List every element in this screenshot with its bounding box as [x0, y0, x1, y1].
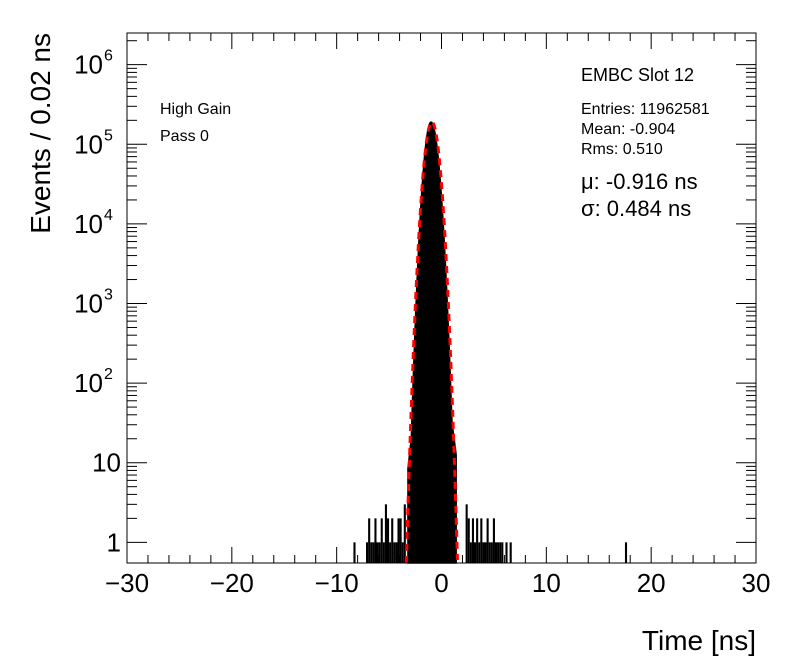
histogram-tail-bin: [376, 542, 379, 563]
x-tick-label: −30: [105, 568, 149, 598]
y-tick-label: 10: [74, 368, 103, 398]
histogram-tail-bin: [465, 504, 468, 563]
histogram-tail-bin: [497, 542, 500, 563]
x-tick-label: −10: [315, 568, 359, 598]
y-tick-label: 10: [74, 289, 103, 319]
histogram-tail-bin: [370, 542, 373, 563]
gaussian-fit-curve: [404, 120, 459, 563]
y-tick-label: 10: [74, 50, 103, 80]
histogram-tail-bin: [471, 518, 474, 563]
histogram-tail-bin: [382, 542, 385, 563]
histogram-tail-bin: [397, 518, 400, 563]
x-axis: −30 −20 −10 0 10 20 30: [105, 33, 771, 598]
histogram-tail-bin: [366, 542, 369, 563]
y-tick-exponent: 6: [104, 48, 113, 65]
histogram-tail-bin: [403, 504, 406, 563]
histogram-title: EMBC Slot 12: [581, 65, 694, 85]
histogram-tail-bin: [391, 518, 394, 563]
histogram-tail-bin: [480, 518, 483, 563]
entries-stat: Entries: 11962581: [581, 101, 710, 118]
histogram-tail-bin: [469, 542, 472, 563]
x-axis-label: Time [ns]: [642, 625, 756, 656]
histogram-tail-bin: [488, 542, 491, 563]
histogram-tail-bin: [372, 542, 375, 563]
histogram-tail-bin: [401, 542, 404, 563]
histogram-tail-bin: [478, 542, 481, 563]
histogram-tail-bin: [378, 542, 381, 563]
y-tick-exponent: 3: [104, 287, 113, 304]
histogram-tail-bin: [393, 542, 396, 563]
histogram-tail-bin: [384, 504, 387, 563]
histogram-tail-bin: [476, 518, 479, 563]
histogram-tail-bin: [395, 542, 398, 563]
gain-label: High Gain: [160, 101, 231, 118]
histogram-tail-bin: [501, 542, 504, 563]
x-tick-label: 20: [637, 568, 666, 598]
histogram-tail-bin: [509, 542, 512, 563]
y-tick-label: 10: [92, 448, 121, 478]
histogram-tail-bin: [494, 542, 498, 563]
histogram-tail-bin: [486, 518, 489, 563]
histogram-tail-bin: [386, 518, 390, 563]
x-tick-label: −20: [210, 568, 254, 598]
mean-stat: Mean: -0.904: [581, 121, 675, 138]
histogram-tail-bin: [389, 542, 392, 563]
y-axis-label: Events / 0.02 ns: [25, 33, 56, 234]
histogram-tail-bin: [473, 542, 477, 563]
fit-mu-label: μ: -0.916 ns: [581, 169, 698, 194]
histogram-isolated-bin: [624, 542, 628, 563]
histogram-tail-bin: [374, 518, 377, 563]
histogram-tail-bin: [482, 542, 485, 563]
fit-sigma-label: σ: 0.484 ns: [581, 196, 691, 221]
histogram-tail-bin: [499, 542, 502, 563]
y-tick-exponent: 4: [104, 207, 113, 224]
y-tick-exponent: 2: [104, 366, 113, 383]
fit-layer: [404, 120, 459, 563]
histogram-tail-bin: [467, 518, 470, 563]
rms-stat: Rms: 0.510: [581, 141, 663, 158]
histogram-tail-bin: [399, 518, 402, 563]
y-tick-label: 10: [74, 209, 103, 239]
y-tick-exponent: 5: [104, 127, 113, 144]
histogram-tail-bin: [492, 518, 495, 563]
y-tick-label: 1: [107, 527, 121, 557]
histogram-isolated-bin: [353, 542, 356, 563]
histogram-tail-bin: [490, 542, 493, 563]
histogram-tail-bin: [368, 518, 371, 563]
x-tick-label: 10: [532, 568, 561, 598]
x-tick-label: 30: [742, 568, 771, 598]
x-tick-label: 0: [434, 568, 448, 598]
y-tick-label: 10: [74, 129, 103, 159]
pass-label: Pass 0: [160, 128, 209, 145]
histogram-tail-bin: [505, 542, 508, 563]
histogram-tail-bin: [484, 542, 487, 563]
histogram-tail-bin: [380, 518, 383, 563]
